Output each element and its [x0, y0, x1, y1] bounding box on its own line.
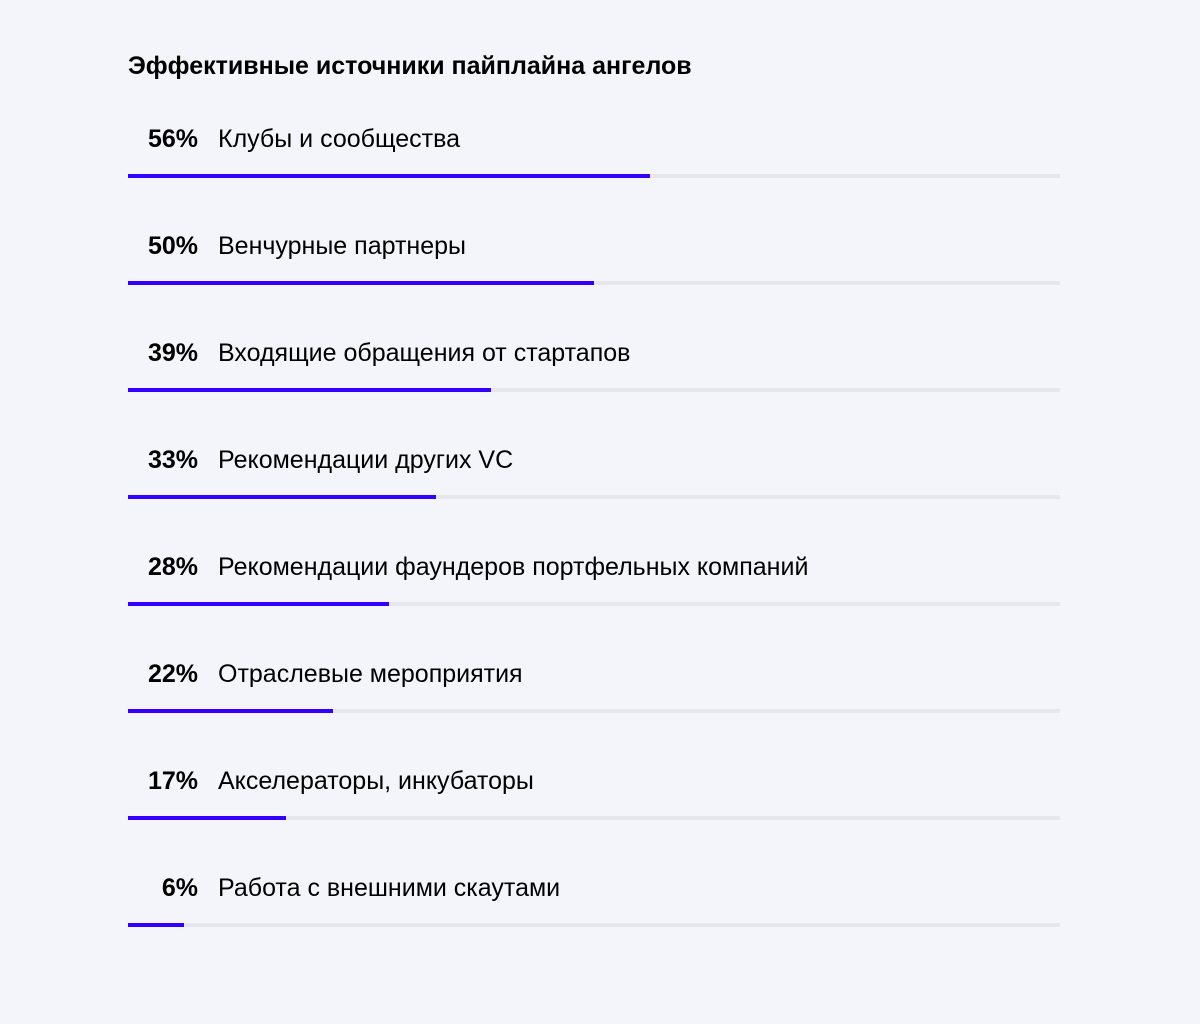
chart-row-label: Работа с внешними скаутами — [218, 874, 560, 903]
chart-bar-fill — [128, 602, 389, 606]
chart-bar-track — [128, 495, 1060, 499]
chart-row-percent: 22% — [128, 660, 218, 689]
chart-row-header: 50%Венчурные партнеры — [128, 232, 1060, 261]
chart-row-label: Рекомендации фаундеров портфельных компа… — [218, 553, 808, 582]
chart-row-percent: 6% — [128, 874, 218, 903]
chart-row-label: Входящие обращения от стартапов — [218, 339, 630, 368]
chart-bar-track — [128, 923, 1060, 927]
chart-bar-fill — [128, 816, 286, 820]
chart-bar-fill — [128, 709, 333, 713]
chart-row-label: Венчурные партнеры — [218, 232, 466, 261]
chart-bar-track — [128, 174, 1060, 178]
chart-bar-track — [128, 388, 1060, 392]
chart-bar-fill — [128, 923, 184, 927]
chart-row-percent: 50% — [128, 232, 218, 261]
chart-row: 6%Работа с внешними скаутами — [128, 874, 1060, 927]
chart-row-label: Клубы и сообщества — [218, 125, 460, 154]
chart-items: 56%Клубы и сообщества 50%Венчурные партне… — [128, 125, 1060, 927]
chart-bar-fill — [128, 174, 650, 178]
chart-bar-track — [128, 602, 1060, 606]
chart-bar-fill — [128, 388, 491, 392]
chart-row: 39%Входящие обращения от стартапов — [128, 339, 1060, 392]
chart-row-percent: 17% — [128, 767, 218, 796]
chart-bar-track — [128, 816, 1060, 820]
chart-row-header: 28%Рекомендации фаундеров портфельных ко… — [128, 553, 1060, 582]
chart-row: 50%Венчурные партнеры — [128, 232, 1060, 285]
chart-row-percent: 28% — [128, 553, 218, 582]
chart-bar-fill — [128, 495, 436, 499]
chart-row-header: 56%Клубы и сообщества — [128, 125, 1060, 154]
chart-row-header: 39%Входящие обращения от стартапов — [128, 339, 1060, 368]
chart-row-label: Рекомендации других VC — [218, 446, 513, 475]
chart-row-header: 33%Рекомендации других VC — [128, 446, 1060, 475]
chart-container: Эффективные источники пайплайна ангелов … — [0, 0, 1200, 927]
chart-row-header: 17%Акселераторы, инкубаторы — [128, 767, 1060, 796]
chart-bar-track — [128, 281, 1060, 285]
chart-title: Эффективные источники пайплайна ангелов — [128, 52, 1060, 81]
chart-bar-track — [128, 709, 1060, 713]
chart-bar-fill — [128, 281, 594, 285]
chart-row-percent: 56% — [128, 125, 218, 154]
chart-row-header: 22%Отраслевые мероприятия — [128, 660, 1060, 689]
chart-row: 22%Отраслевые мероприятия — [128, 660, 1060, 713]
chart-row: 17%Акселераторы, инкубаторы — [128, 767, 1060, 820]
chart-row-header: 6%Работа с внешними скаутами — [128, 874, 1060, 903]
chart-row-label: Отраслевые мероприятия — [218, 660, 523, 689]
chart-row: 56%Клубы и сообщества — [128, 125, 1060, 178]
chart-row: 28%Рекомендации фаундеров портфельных ко… — [128, 553, 1060, 606]
chart-row: 33%Рекомендации других VC — [128, 446, 1060, 499]
chart-row-percent: 39% — [128, 339, 218, 368]
chart-row-percent: 33% — [128, 446, 218, 475]
chart-row-label: Акселераторы, инкубаторы — [218, 767, 534, 796]
